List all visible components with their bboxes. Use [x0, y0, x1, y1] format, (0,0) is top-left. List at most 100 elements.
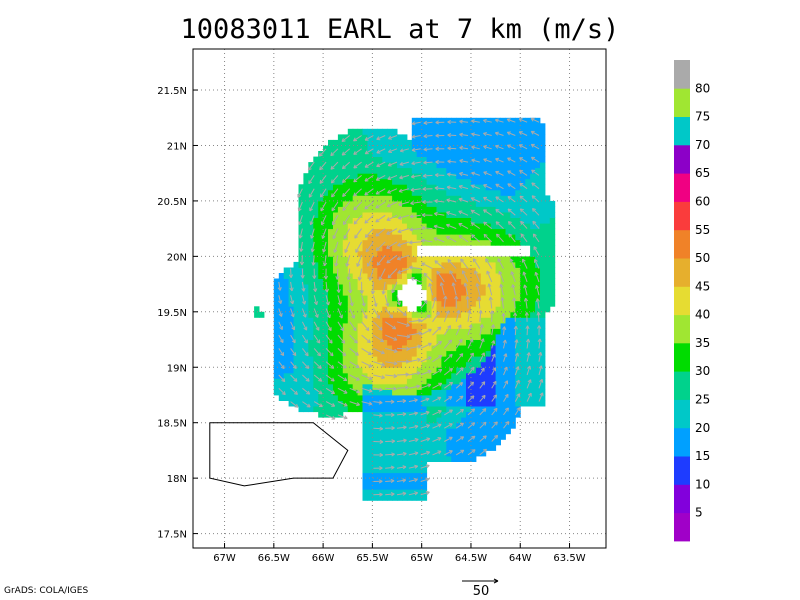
wind-vector	[490, 324, 496, 336]
wind-cell	[337, 306, 344, 313]
wind-cell	[342, 395, 349, 401]
wind-cell	[441, 400, 447, 407]
wind-cell	[431, 184, 437, 191]
wind-cell	[456, 212, 462, 218]
wind-vector	[332, 228, 339, 240]
wind-cell	[431, 206, 437, 213]
wind-cell	[461, 228, 467, 235]
wind-cell	[333, 289, 339, 296]
wind-vector	[478, 310, 483, 322]
wind-cell	[505, 295, 511, 302]
wind-cell	[382, 261, 388, 268]
wind-cell	[471, 322, 477, 329]
wind-cell	[367, 467, 373, 474]
wind-vector	[333, 241, 339, 253]
wind-cell	[382, 311, 388, 318]
wind-cell	[540, 245, 546, 252]
wind-vector	[513, 312, 518, 322]
wind-cell	[466, 278, 472, 285]
wind-vector	[538, 392, 544, 402]
wind-cell	[382, 200, 388, 207]
wind-cell	[471, 212, 477, 218]
wind-cell	[352, 378, 359, 385]
wind-cell	[456, 217, 462, 224]
wind-vector	[530, 117, 540, 123]
wind-cell	[441, 406, 447, 413]
wind-cell	[456, 411, 462, 418]
wind-cell	[495, 178, 501, 185]
wind-cell	[471, 339, 477, 346]
wind-vector	[443, 368, 453, 376]
wind-vector	[278, 295, 283, 304]
wind-vector	[335, 268, 340, 280]
wind-cell	[500, 178, 506, 185]
wind-cell	[411, 472, 418, 479]
wind-cell	[377, 356, 383, 363]
wind-cell	[421, 494, 428, 501]
wind-cell	[451, 239, 457, 246]
wind-cell	[505, 173, 511, 180]
wind-vector	[337, 348, 347, 357]
wind-cell	[367, 306, 373, 313]
wind-cell	[308, 356, 314, 363]
wind-cell	[392, 162, 398, 169]
wind-cell	[446, 295, 452, 302]
wind-cell	[451, 156, 457, 163]
wind-cell	[392, 295, 398, 302]
wind-cell	[485, 156, 492, 163]
wind-cell	[485, 162, 492, 169]
wind-vector	[477, 296, 482, 309]
wind-cell	[352, 167, 359, 174]
wind-cell	[308, 322, 314, 329]
wind-cell	[392, 422, 398, 429]
wind-cell	[372, 295, 378, 302]
wind-vector	[420, 356, 432, 363]
wind-cell	[490, 200, 497, 207]
colorbar-label: 70	[695, 138, 710, 152]
wind-cell	[495, 345, 501, 352]
wind-cell	[549, 250, 556, 257]
wind-cell	[372, 134, 378, 141]
wind-cell	[382, 378, 388, 385]
wind-cell	[328, 217, 334, 224]
wind-vector	[514, 352, 519, 362]
wind-cell	[382, 273, 388, 279]
wind-cell	[406, 467, 413, 474]
wind-vector	[313, 308, 319, 318]
wind-cell	[544, 300, 551, 307]
wind-cell	[426, 339, 432, 346]
wind-cell	[426, 134, 432, 141]
wind-cell	[421, 311, 428, 318]
wind-cell	[392, 345, 398, 352]
wind-cell	[500, 134, 506, 141]
wind-cell	[406, 256, 413, 263]
wind-cell	[406, 450, 413, 457]
wind-cell	[313, 256, 319, 263]
wind-cell	[377, 483, 383, 490]
wind-cell	[500, 139, 506, 146]
wind-vector	[364, 148, 374, 155]
wind-cell	[382, 422, 388, 429]
colorbar-label: 10	[695, 477, 710, 491]
wind-cell	[416, 234, 423, 241]
wind-vector	[491, 421, 498, 429]
wind-cell	[283, 339, 290, 346]
wind-cell	[421, 345, 428, 352]
wind-cell	[525, 184, 531, 191]
wind-vector	[423, 147, 433, 152]
wind-cell	[544, 223, 551, 230]
wind-cell	[416, 167, 423, 174]
wind-cell	[436, 234, 442, 241]
wind-cell	[367, 328, 373, 335]
wind-cell	[333, 200, 339, 207]
wind-cell	[530, 239, 536, 246]
wind-cell	[544, 206, 551, 213]
wind-vectors	[277, 117, 544, 497]
wind-cell	[441, 261, 447, 268]
wind-cell	[278, 350, 285, 357]
wind-cell	[436, 178, 442, 185]
wind-cell	[382, 128, 388, 135]
colorbar-swatch	[674, 116, 690, 146]
wind-cell	[337, 256, 344, 263]
wind-vector	[298, 215, 303, 225]
